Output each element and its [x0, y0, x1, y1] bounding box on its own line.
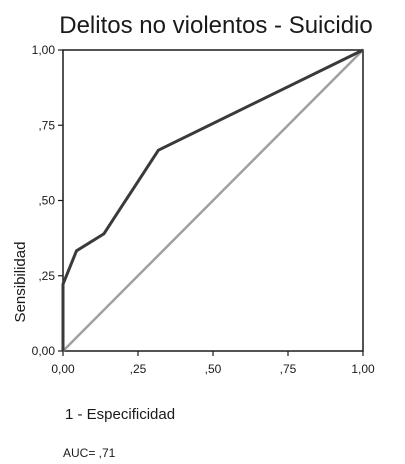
- y-tick-label: ,75: [38, 118, 55, 132]
- x-axis-ticks: 0,00 ,25 ,50 ,75 1,00: [51, 351, 375, 376]
- x-tick-label: ,50: [205, 362, 222, 376]
- x-tick-label: 1,00: [351, 362, 375, 376]
- x-tick-label: 0,00: [51, 362, 75, 376]
- x-tick-label: ,75: [280, 362, 297, 376]
- y-axis-label: Sensibilidad: [12, 242, 29, 323]
- series-layer: [61, 48, 364, 352]
- x-axis-label: 1 - Especificidad: [65, 406, 175, 423]
- x-tick-label: ,25: [130, 362, 147, 376]
- y-tick-label: ,50: [38, 194, 55, 208]
- y-tick-label: 1,00: [32, 43, 56, 57]
- reference-diagonal-line: [62, 49, 364, 352]
- y-tick-label: ,25: [38, 269, 55, 283]
- auc-annotation: AUC= ,71: [63, 446, 116, 460]
- y-tick-label: 0,00: [32, 344, 56, 358]
- y-axis-ticks: 0,00 ,25 ,50 ,75 1,00: [32, 43, 63, 358]
- roc-curve-line: [61, 48, 364, 351]
- chart-title: Delitos no violentos - Suicidio: [59, 12, 373, 39]
